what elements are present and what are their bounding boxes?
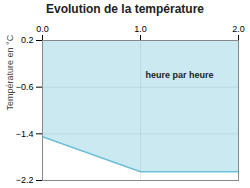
svg-text:0.0: 0.0 — [36, 24, 49, 34]
svg-text:1.0: 1.0 — [134, 24, 147, 34]
svg-text:Température en °C: Température en °C — [5, 34, 15, 110]
svg-text:−0.6: −0.6 — [16, 82, 34, 92]
html-text:Evolution de la température: Evolution de la température — [46, 2, 204, 16]
svg-text:−1.4: −1.4 — [16, 129, 34, 139]
svg-text:0.2: 0.2 — [21, 35, 34, 45]
svg-text:−2.2: −2.2 — [16, 175, 34, 185]
svg-text:heure par heure: heure par heure — [145, 70, 213, 80]
svg-text:2.0: 2.0 — [232, 24, 245, 34]
